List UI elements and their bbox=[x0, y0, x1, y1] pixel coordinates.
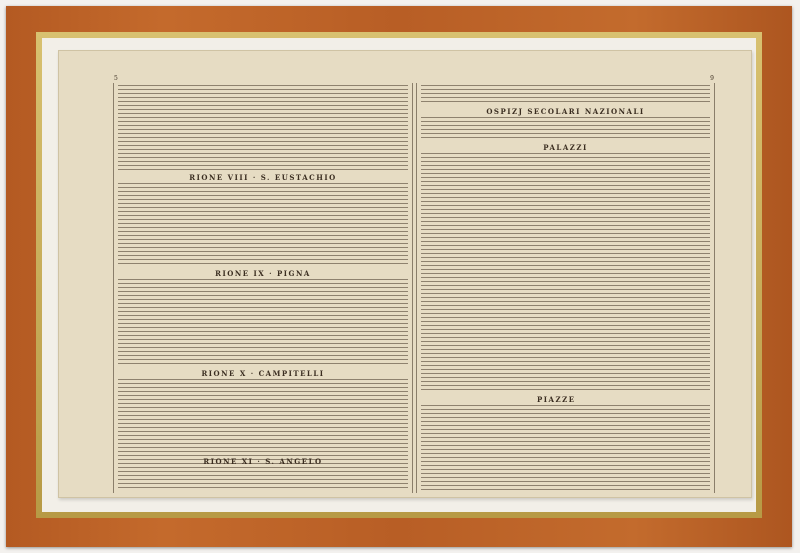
engraved-index-sheet: 5 RIONE VIII · S. EUSTACHIO RIONE IX · P… bbox=[58, 50, 752, 498]
text-block bbox=[118, 379, 408, 465]
section-heading: OSPIZJ SECOLARI NAZIONALI bbox=[486, 107, 645, 116]
section-heading: RIONE XI · S. ANGELO bbox=[203, 457, 323, 466]
right-index-page: 9 OSPIZJ SECOLARI NAZIONALI PALAZZI PIAZ… bbox=[416, 75, 715, 493]
page-number: 5 bbox=[114, 75, 118, 82]
text-block bbox=[421, 85, 710, 105]
text-block bbox=[118, 279, 408, 367]
section-heading: PALAZZI bbox=[543, 143, 588, 152]
text-block bbox=[421, 153, 710, 391]
text-block bbox=[421, 405, 710, 491]
left-index-page: 5 RIONE VIII · S. EUSTACHIO RIONE IX · P… bbox=[113, 75, 413, 493]
text-block bbox=[118, 85, 408, 171]
text-block bbox=[118, 467, 408, 491]
section-heading: RIONE VIII · S. EUSTACHIO bbox=[189, 173, 337, 182]
text-block bbox=[118, 183, 408, 267]
text-block bbox=[421, 117, 710, 141]
section-heading: RIONE X · CAMPITELLI bbox=[201, 369, 325, 378]
page-number: 9 bbox=[710, 75, 714, 82]
section-heading: PIAZZE bbox=[537, 395, 576, 404]
section-heading: RIONE IX · PIGNA bbox=[215, 269, 311, 278]
